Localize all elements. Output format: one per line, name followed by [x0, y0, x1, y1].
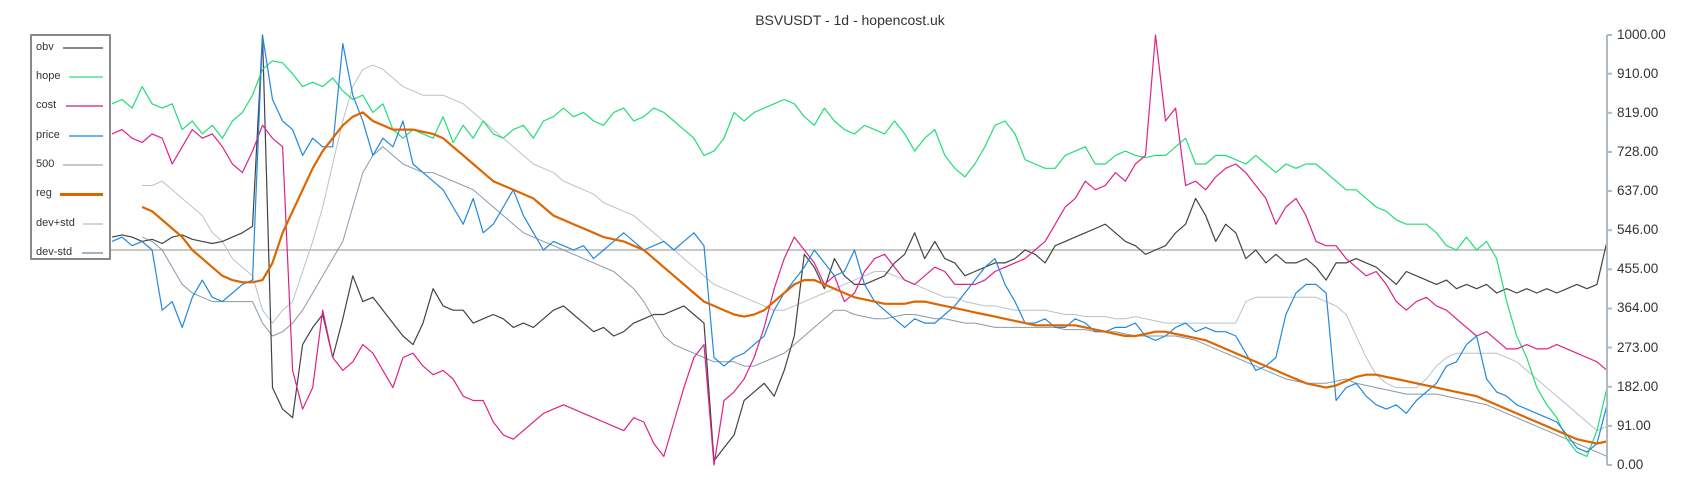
- y-tick-label: 273.00: [1617, 339, 1659, 355]
- y-tick-label: 364.00: [1617, 300, 1659, 316]
- legend-label: dev-std: [36, 246, 73, 258]
- series-line-dev-minus-std: [141, 146, 1608, 457]
- legend-item-dev-plus-std[interactable]: dev+std: [32, 214, 111, 234]
- y-tick-label: 0.00: [1617, 457, 1644, 472]
- series-line-obv: [111, 34, 1608, 462]
- legend-swatch: [83, 223, 103, 225]
- legend-item-reg[interactable]: reg: [32, 184, 111, 204]
- legend-swatch: [63, 164, 103, 166]
- legend-swatch: [69, 76, 103, 78]
- legend: obv hope cost price 500 reg dev+std dev-…: [30, 34, 111, 260]
- y-tick-label: 91.00: [1617, 417, 1651, 433]
- series-line-price: [111, 34, 1608, 453]
- legend-label: cost: [36, 99, 57, 111]
- legend-item-hope[interactable]: hope: [32, 67, 111, 87]
- legend-item-cost[interactable]: cost: [32, 96, 111, 116]
- series-layer: [111, 34, 1608, 466]
- legend-swatch: [60, 193, 103, 196]
- legend-swatch: [69, 135, 103, 137]
- legend-item-price[interactable]: price: [32, 126, 111, 146]
- series-line-dev-plus-minus-std: [142, 64, 1608, 432]
- y-axis-ticks: [1607, 34, 1612, 466]
- y-tick-label: 637.00: [1617, 183, 1659, 199]
- legend-label: obv: [36, 41, 54, 53]
- legend-swatch: [82, 252, 103, 254]
- legend-label: hope: [36, 70, 61, 82]
- legend-swatch: [66, 105, 103, 107]
- legend-label: reg: [36, 187, 52, 199]
- y-tick-label: 546.00: [1617, 222, 1659, 238]
- y-tick-label: 1000.00: [1617, 27, 1666, 42]
- y-tick-label: 728.00: [1617, 143, 1659, 159]
- legend-item-dev-minus-std[interactable]: dev-std: [32, 243, 111, 263]
- series-line-hope: [111, 60, 1608, 457]
- legend-label: 500: [36, 158, 55, 170]
- y-tick-label: 819.00: [1617, 104, 1659, 120]
- chart-title: BSVUSDT - 1d - hopencost.uk: [755, 12, 945, 28]
- y-tick-label: 455.00: [1617, 261, 1659, 277]
- legend-item-obv[interactable]: obv: [32, 38, 111, 58]
- legend-label: dev+std: [36, 217, 75, 229]
- y-tick-label: 910.00: [1617, 65, 1659, 81]
- y-tick-label: 182.00: [1617, 378, 1659, 394]
- series-line-cost: [111, 34, 1608, 466]
- legend-label: price: [36, 129, 60, 141]
- legend-swatch: [63, 47, 103, 49]
- series-line-reg: [141, 111, 1608, 445]
- legend-item-500[interactable]: 500: [32, 155, 111, 175]
